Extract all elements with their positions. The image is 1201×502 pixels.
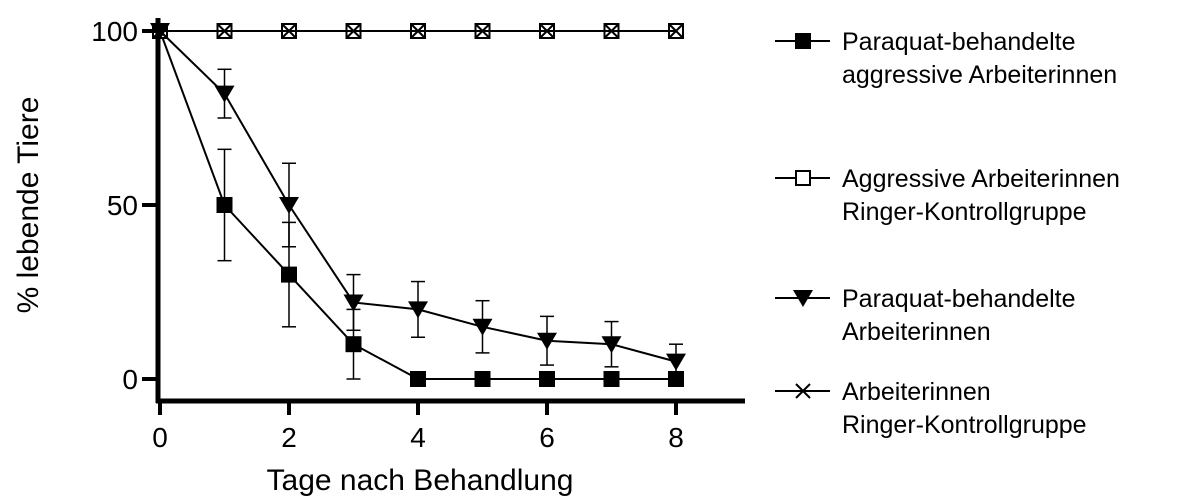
x-tick-label: 6	[539, 422, 555, 453]
legend-marker	[795, 170, 811, 186]
data-point	[408, 301, 428, 319]
data-point	[666, 353, 686, 371]
x-tick-label: 8	[668, 422, 684, 453]
data-point	[216, 23, 233, 39]
data-point	[281, 266, 297, 283]
series-4	[152, 23, 684, 39]
legend-label: Arbeiterinnen	[842, 318, 991, 346]
x-tick-label: 0	[152, 422, 168, 453]
legend-entry-1: Paraquat-behandelte aggressive Arbeiterin…	[775, 28, 1117, 89]
data-point	[539, 371, 555, 387]
data-point	[668, 23, 684, 39]
data-point	[214, 85, 235, 103]
data-point	[345, 336, 362, 353]
data-point	[539, 23, 555, 39]
data-point	[343, 294, 364, 312]
x-tick-label: 4	[410, 422, 426, 453]
data-point	[537, 332, 557, 350]
ticks-layer: 0 50 100 0 2 4 6 8	[91, 16, 684, 453]
series-3	[150, 23, 686, 380]
data-point	[603, 23, 620, 39]
series-layer	[150, 23, 686, 387]
data-point	[474, 23, 491, 39]
legend-entry-4: Arbeiterinnen Ringer-Kontrollgruppe	[775, 378, 1087, 439]
legend-label: Paraquat-behandelte	[842, 285, 1076, 313]
y-axis-title: % lebende Tiere	[12, 97, 45, 314]
legend-label: aggressive Arbeiterinnen	[842, 61, 1117, 89]
y-tick-label: 0	[122, 364, 138, 395]
legend-entry-2: Aggressive Arbeiterinnen Ringer-Kontrollg…	[775, 165, 1120, 226]
data-point	[472, 318, 493, 336]
legend-label: Aggressive Arbeiterinnen	[842, 165, 1120, 193]
legend-marker	[795, 383, 811, 399]
legend-label: Paraquat-behandelte	[842, 28, 1076, 56]
data-point	[279, 197, 299, 214]
data-point	[410, 371, 426, 387]
legend-marker	[795, 33, 811, 49]
axes-layer	[155, 18, 745, 404]
legend-entry-3: Paraquat-behandelte Arbeiterinnen	[775, 285, 1076, 346]
y-tick-label: 100	[91, 16, 138, 47]
data-point	[216, 197, 233, 213]
legend-label: Ringer-Kontrollgruppe	[842, 198, 1087, 226]
x-tick-label: 2	[281, 422, 297, 453]
legend-label: Arbeiterinnen	[842, 378, 991, 406]
data-point	[474, 371, 491, 387]
legend-marker	[793, 290, 813, 307]
data-point	[601, 336, 622, 354]
legend: Paraquat-behandelte aggressive Arbeiterin…	[775, 28, 1120, 439]
data-point	[345, 23, 362, 39]
legend-label: Ringer-Kontrollgruppe	[842, 411, 1087, 439]
data-point	[281, 23, 297, 39]
data-point	[410, 23, 426, 39]
data-point	[603, 371, 620, 387]
x-axis-title: Tage nach Behandlung	[267, 464, 574, 497]
y-tick-label: 50	[107, 190, 138, 221]
